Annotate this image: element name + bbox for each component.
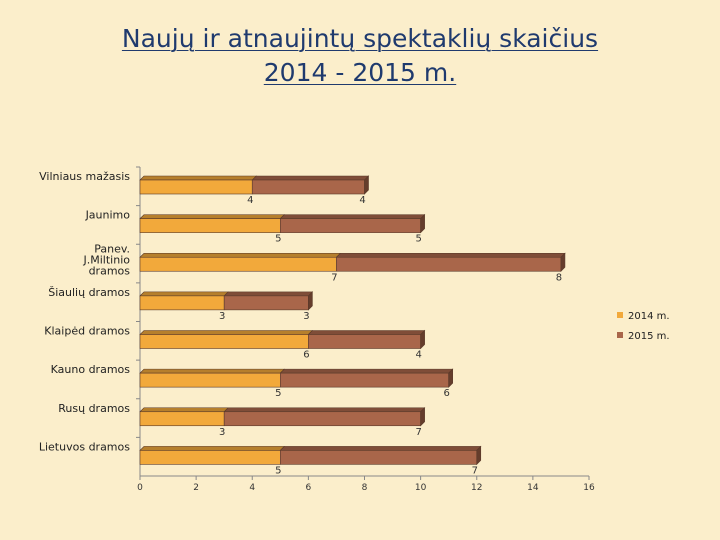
data-label: 3 [219,311,225,322]
data-label: 6 [444,388,450,399]
data-label: 4 [359,195,365,206]
chart-title-line-2: 2014 - 2015 m. [263,58,457,87]
bar-segment [308,334,421,349]
legend-label: 2015 m. [628,331,670,342]
bar-top-face [139,252,342,258]
data-label: 8 [556,272,562,283]
bar-segment [223,411,421,427]
bar-top-face [139,291,229,297]
bar-segment [251,179,365,195]
data-label: 6 [303,350,309,361]
bar-segment [139,179,253,195]
category-label: Kauno dramos [51,363,131,376]
bar-side-face [420,407,425,427]
bar-side-face [420,329,425,350]
x-tick-label: 10 [415,483,427,493]
category-label: Vilniaus mažasis [39,170,130,183]
bar-top-face [139,330,314,335]
legend-swatch [617,332,623,338]
bar-top-face [223,291,314,297]
x-tick-label: 2 [193,483,199,493]
bar-segment [336,256,562,272]
bar-segment [139,218,281,233]
bar-segment [223,295,309,311]
x-tick-label: 4 [249,483,255,493]
category-label: Šiaulių dramos [48,286,130,299]
bar-top-face [139,446,286,451]
data-label: 7 [415,427,421,438]
bar-side-face [420,213,425,234]
category-label: dramos [89,264,131,277]
bar-side-face [476,445,482,466]
x-tick-label: 12 [471,483,482,493]
category-label: J.Miltinio [83,253,131,266]
category-label: Rusų dramos [58,402,130,415]
bar-top-face [307,330,426,335]
bar-side-face [364,175,369,195]
bar-segment [280,372,449,388]
bar-top-face [279,214,426,219]
data-label: 5 [275,388,281,399]
bar-top-face [279,368,454,374]
data-label: 7 [472,465,478,476]
bar-top-face [139,214,286,219]
bar-top-face [139,407,229,413]
bar-top-face [251,175,370,181]
x-tick-label: 8 [362,483,368,493]
bar-side-face [308,291,313,311]
bar-top-face [139,368,286,374]
x-tick-label: 6 [306,483,312,493]
bar-side-face [448,368,453,388]
legend-label: 2014 m. [628,311,670,322]
bar-segment [280,218,421,233]
data-label: 4 [415,350,421,361]
category-label: Jaunimo [85,209,131,222]
bar-segment [139,256,337,272]
data-label: 5 [275,234,281,245]
bar-top-face [279,446,482,451]
category-label: Panev. [94,242,130,255]
bar-segment [139,372,281,388]
category-label: Klaipėd dramos [44,325,130,338]
bar-segment [139,450,281,465]
data-label: 4 [247,195,253,206]
x-tick-label: 16 [583,483,595,493]
bar-segment [139,334,309,349]
bar-segment [139,411,225,427]
legend-swatch [617,312,623,318]
bar-top-face [335,252,566,258]
bar-segment [139,295,225,311]
category-label: Lietuvos dramos [39,440,130,453]
bar-top-face [139,175,257,181]
x-tick-label: 14 [527,483,539,493]
x-tick-label: 0 [137,483,143,493]
data-label: 3 [303,311,309,322]
bar-segment [280,450,478,465]
chart-title-line-1: Naujų ir atnaujintų spektaklių skaičius [121,24,599,53]
data-label: 5 [275,465,281,476]
bar-side-face [560,252,566,272]
data-label: 7 [331,272,337,283]
data-label: 5 [415,234,421,245]
data-label: 3 [219,427,225,438]
bar-top-face [223,407,426,413]
